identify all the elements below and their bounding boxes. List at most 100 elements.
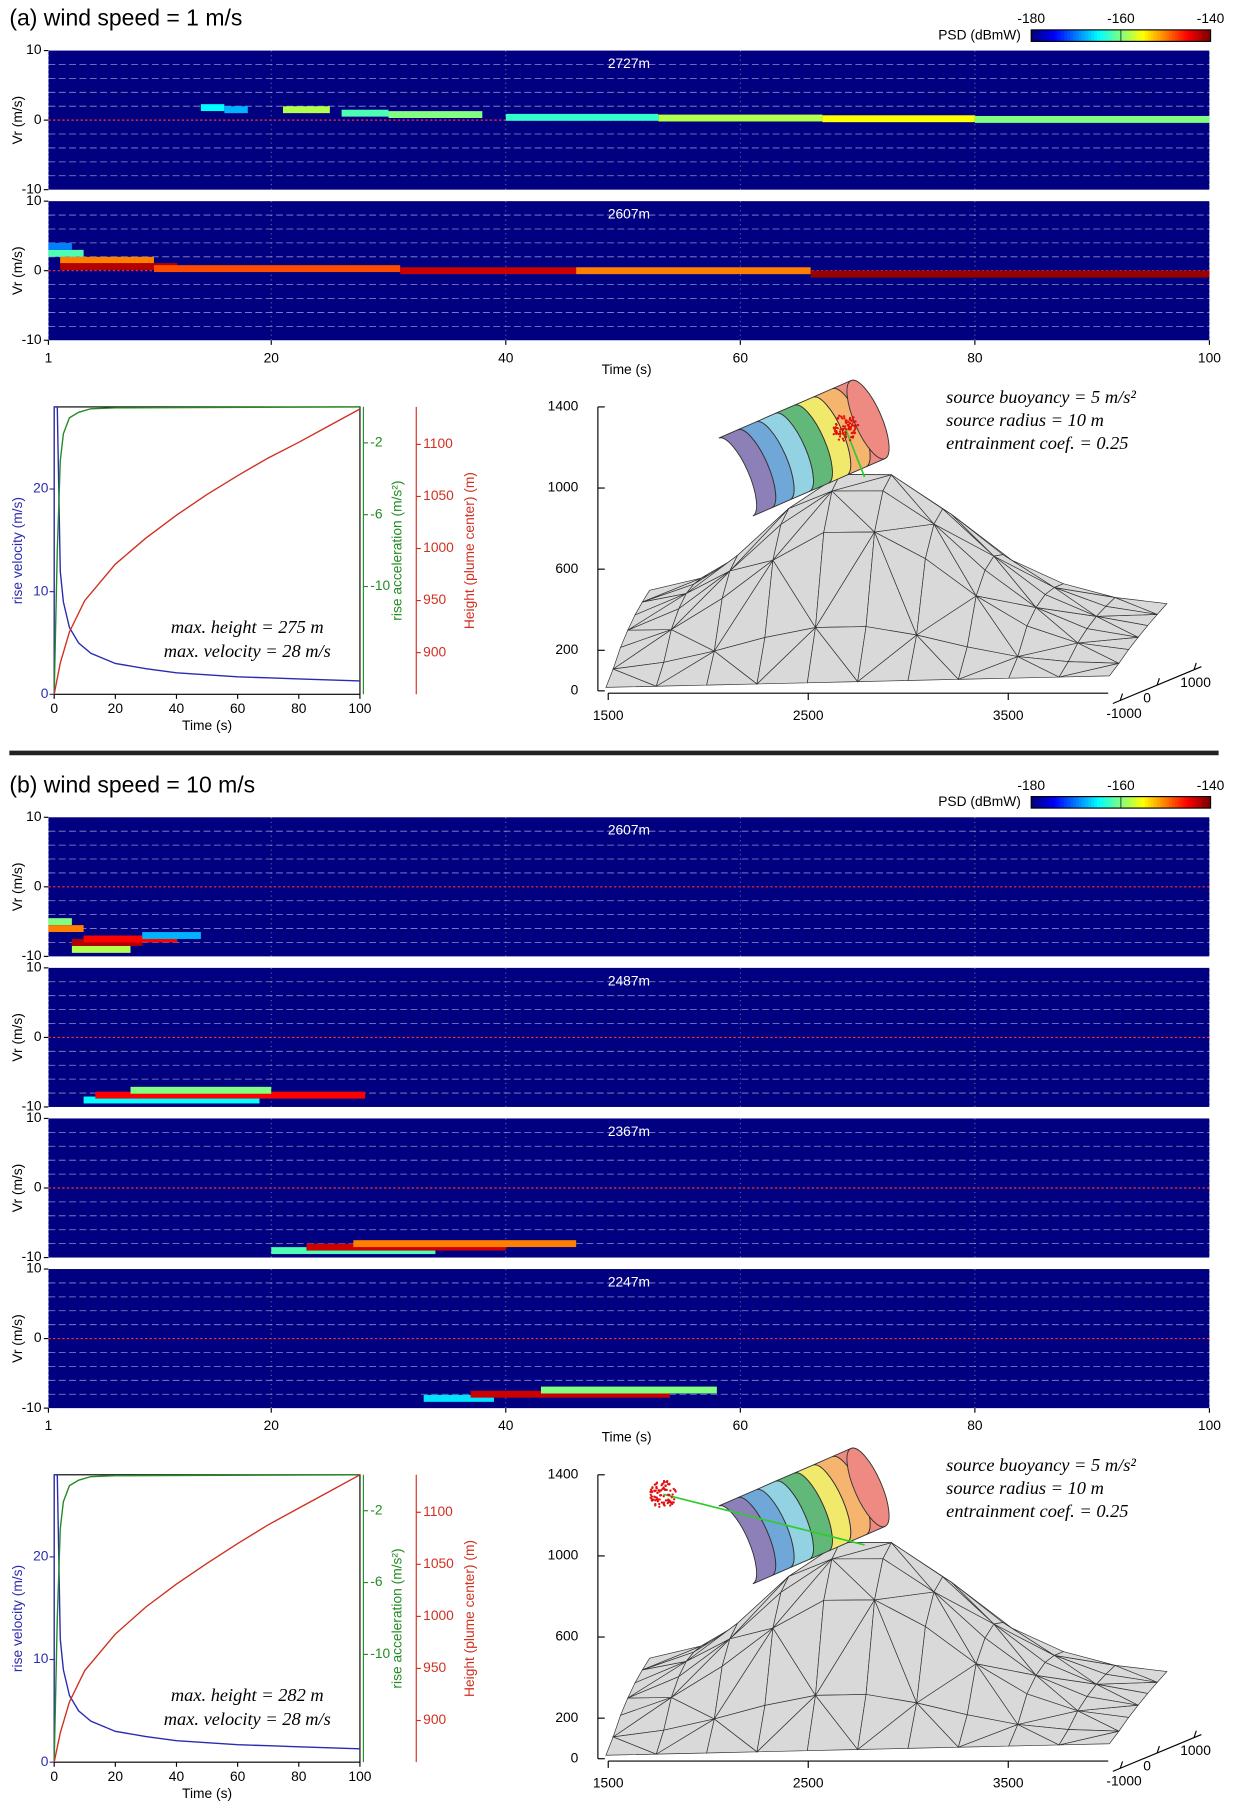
colorbar-cell: [1073, 29, 1077, 42]
y-tick-label: 1050: [423, 488, 454, 503]
colorbar-cell: [1073, 796, 1077, 809]
terrain-facet: [957, 1714, 1020, 1748]
y-tick-label: -10: [22, 1249, 42, 1264]
terrain-facet: [612, 1697, 672, 1738]
signal: [306, 1243, 506, 1251]
plume-particle: [838, 414, 841, 417]
colorbar-cell: [1126, 796, 1131, 809]
terrain-facet: [626, 593, 687, 632]
y-tick-label: 10: [33, 583, 49, 598]
z-tick-label: 600: [555, 1629, 578, 1644]
terrain-facet: [957, 646, 1020, 680]
x-tick-label: 40: [169, 701, 185, 716]
colorbar-cell: [1082, 29, 1086, 42]
colorbar-cell: [1168, 29, 1173, 42]
colorbar-cell: [1171, 29, 1176, 42]
signal: [60, 263, 178, 270]
signal: [540, 1386, 717, 1394]
plume-particle: [852, 420, 855, 424]
plume-particle: [661, 1487, 664, 1491]
annotation: entrainment coef. = 0.25: [946, 1501, 1128, 1521]
y-tick-label: -10: [370, 1646, 390, 1661]
colorbar-cell: [1171, 796, 1176, 809]
colorbar-cell: [1147, 796, 1152, 809]
colorbar-cell: [1046, 29, 1050, 42]
x-axis-label: Time (s): [182, 718, 232, 733]
colorbar-cell: [1070, 29, 1074, 42]
z-tick-label: 0: [571, 682, 579, 697]
colorbar-cell: [1085, 29, 1089, 42]
terrain-facet: [1095, 1673, 1158, 1685]
x-tick-label: 20: [264, 350, 280, 365]
colorbar-cell: [1147, 29, 1152, 42]
plume-particle: [854, 425, 857, 429]
colorbar-cell: [1082, 796, 1086, 809]
plume-particle: [656, 1497, 659, 1501]
plume-particle: [834, 426, 838, 430]
y-tick-label: -2: [370, 434, 382, 449]
plume-particle: [837, 432, 840, 436]
plume-particle: [658, 1505, 661, 1508]
colorbar-cell: [1123, 796, 1128, 809]
colorbar-cell: [1153, 796, 1158, 809]
colorbar-cell: [1079, 29, 1083, 42]
colorbar-cell: [1144, 796, 1149, 809]
y-axis-label: rise velocity (m/s): [10, 497, 25, 604]
x-tick-label: 0: [50, 701, 58, 716]
x-axis-label: Time (s): [602, 362, 652, 377]
plume-particle: [844, 433, 847, 436]
terrain-facet: [874, 1558, 935, 1601]
colorbar-cell: [1180, 29, 1185, 42]
series-line: [53, 1474, 360, 1763]
annotation: max. height = 275 m: [171, 617, 324, 637]
colorbar-cell: [1117, 796, 1122, 809]
colorbar-cell: [1174, 796, 1179, 809]
y-tick-label: -10: [22, 948, 42, 963]
z-tick-label: 1000: [548, 480, 579, 495]
signal: [48, 918, 72, 926]
series-line: [53, 1474, 361, 1763]
terrain-facet: [815, 531, 876, 628]
plume-particle: [668, 1493, 671, 1497]
colorbar-cell: [1043, 796, 1047, 809]
colorbar-cell: [1195, 796, 1200, 809]
plume-particle: [843, 425, 847, 428]
colorbar-cell: [1067, 29, 1071, 42]
z-tick-label: 1400: [548, 399, 579, 414]
colorbar-cell: [1108, 29, 1113, 42]
colorbar-cell: [1049, 796, 1053, 809]
signal: [388, 111, 483, 119]
row-label: 2727m: [608, 56, 650, 71]
terrain-facet: [916, 558, 977, 636]
plume-particle: [836, 426, 839, 430]
terrain-facet: [857, 1694, 918, 1751]
y-tick-label: 950: [423, 1660, 446, 1675]
terrain-facet: [655, 1718, 715, 1755]
x-tick-label: 100: [1198, 350, 1221, 365]
colorbar-cell: [1129, 29, 1134, 42]
plume-particle: [848, 421, 852, 425]
terrain-facet: [729, 1576, 790, 1640]
plume-particle: [670, 1496, 673, 1499]
terrain-facet: [671, 1638, 731, 1698]
plume-particle: [658, 1502, 661, 1506]
colorbar-cell: [1058, 796, 1062, 809]
plume-particle: [841, 417, 844, 420]
series-line: [53, 406, 360, 695]
x-tick-label: 40: [169, 1769, 185, 1784]
x-tick-label: 2500: [793, 708, 824, 723]
terrain-facet: [756, 1694, 817, 1753]
terrain-facet: [1058, 1729, 1120, 1746]
y-tick-label: 10: [26, 960, 42, 975]
row-label: 2607m: [608, 823, 650, 838]
plume-particle: [666, 1480, 669, 1483]
plume-particle: [656, 1491, 659, 1495]
colorbar-cell: [1091, 796, 1095, 809]
colorbar-cell: [1061, 29, 1065, 42]
annotation: source radius = 10 m: [946, 410, 1104, 430]
colorbar-cell: [1034, 796, 1038, 809]
row-label: 2367m: [608, 1124, 650, 1139]
signal: [48, 249, 84, 257]
colorbar-cell: [1183, 29, 1188, 42]
y-tick-label: -6: [370, 1574, 383, 1589]
